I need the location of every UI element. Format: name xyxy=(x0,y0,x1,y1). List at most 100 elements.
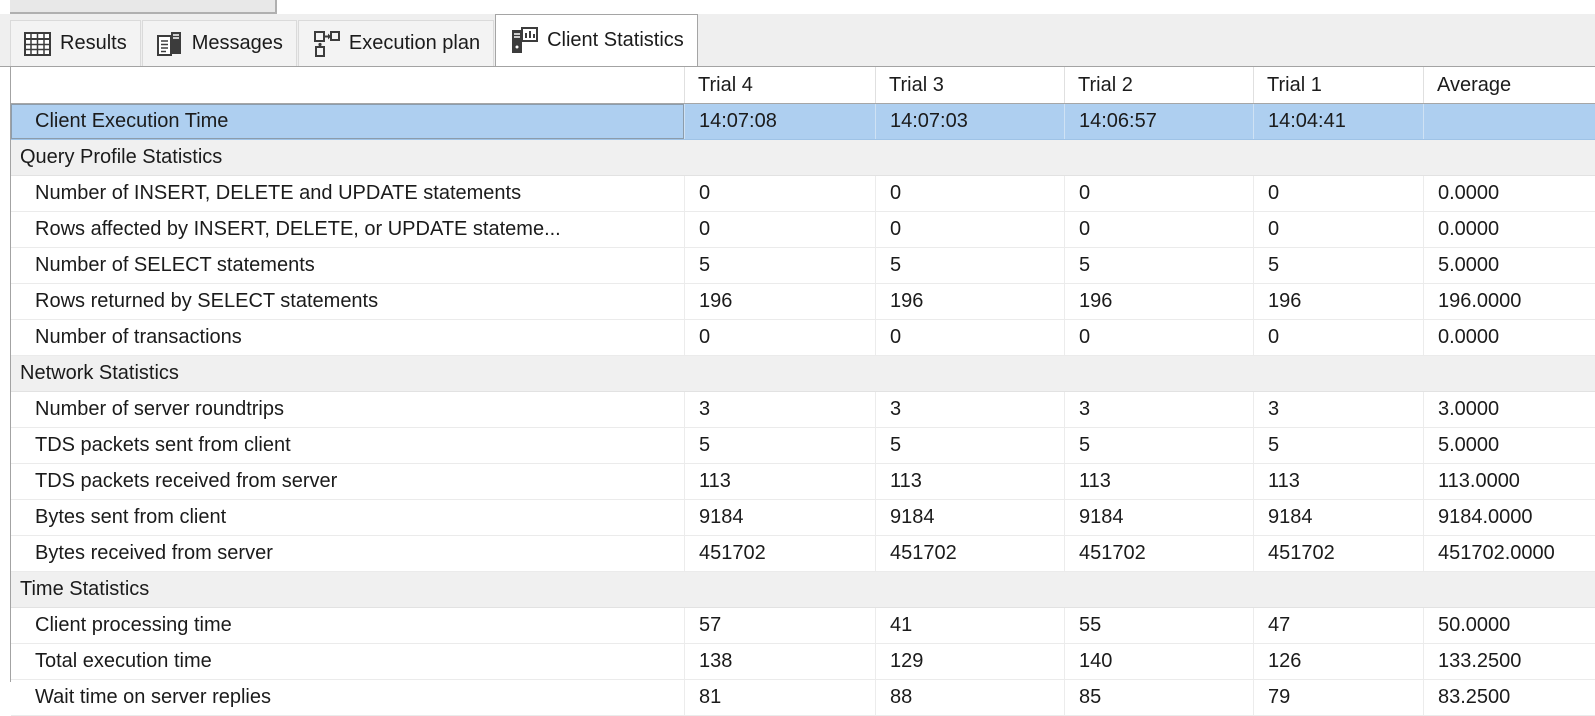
cell-value-text: 0 xyxy=(1079,182,1091,204)
cell-value-text: 3 xyxy=(1079,398,1091,420)
cell-value-text: 0 xyxy=(890,326,902,348)
trend-same-icon: → xyxy=(1254,509,1255,527)
client-statistics-grid: Trial 4 Trial 3 Trial 2 Trial 1 Average … xyxy=(0,66,1595,716)
cell-value-text: 0.0000 xyxy=(1438,182,1500,204)
cell-value-text: 451702 xyxy=(1079,542,1146,564)
trend-same-icon: → xyxy=(1065,509,1066,527)
table-row[interactable]: Rows returned by SELECT statements 196 → 19… xyxy=(11,284,1595,320)
value-cell: 138 xyxy=(684,644,875,679)
value-cell: → 9184 xyxy=(1253,500,1423,535)
tab-messages[interactable]: Messages xyxy=(141,20,297,66)
trend-same-icon: → xyxy=(1424,401,1425,419)
trend-same-icon: → xyxy=(1424,545,1425,563)
trend-same-icon: → xyxy=(876,545,877,563)
trend-same-icon: → xyxy=(876,401,877,419)
cell-value-text: 9184 xyxy=(1079,506,1124,528)
value-cell: →0 xyxy=(875,212,1064,247)
trend-same-icon: → xyxy=(1424,293,1425,311)
section-row[interactable]: Query Profile Statistics xyxy=(11,140,1595,176)
value-cell: →0 xyxy=(1253,320,1423,355)
value-cell: →0 xyxy=(1064,212,1253,247)
row-label: TDS packets sent from client xyxy=(35,434,291,456)
trend-same-icon: → xyxy=(1424,257,1425,275)
row-label: Query Profile Statistics xyxy=(20,146,223,168)
table-row[interactable]: TDS packets received from server 113→113 →… xyxy=(11,464,1595,500)
column-header-trial-1: Trial 1 xyxy=(1253,67,1423,103)
value-cell: →5 xyxy=(1253,248,1423,283)
value-cell: → 83.2500 xyxy=(1423,680,1595,715)
table-row[interactable]: Number of INSERT, DELETE and UPDATE stat… xyxy=(11,176,1595,212)
table-row[interactable]: Bytes sent from client 9184 → 9184 → 9184 → 918… xyxy=(11,500,1595,536)
value-cell: → 50.0000 xyxy=(1423,608,1595,643)
trend-same-icon: → xyxy=(1424,329,1425,347)
grid-body: Client Execution Time 14:07:08 14:07:03 14:… xyxy=(11,104,1595,716)
cell-value-text: 14:04:41 xyxy=(1268,110,1346,132)
cell-value-text: 0 xyxy=(1268,218,1280,240)
value-cell: → 0.0000 xyxy=(1423,320,1595,355)
tab-results[interactable]: Results xyxy=(10,20,141,66)
tab-label: Client Statistics xyxy=(547,29,684,51)
column-header-average: Average xyxy=(1423,67,1595,103)
row-label: TDS packets received from server xyxy=(35,470,338,492)
trend-same-icon: → xyxy=(1065,221,1066,239)
value-cell: 14:04:41 xyxy=(1253,104,1423,139)
table-row[interactable]: Number of SELECT statements5→5→5→5→5.000… xyxy=(11,248,1595,284)
value-cell: 0 xyxy=(684,320,875,355)
value-cell: →0 xyxy=(1253,212,1423,247)
table-row[interactable]: Client processing time 57 ↑41↓55↑47→ 50.000… xyxy=(11,608,1595,644)
cell-value-text: 0 xyxy=(699,182,711,204)
table-row[interactable]: TDS packets sent from client5→5→5→5→5.00… xyxy=(11,428,1595,464)
row-label: Total execution time xyxy=(35,650,212,672)
cell-value-text: 9184 xyxy=(1268,506,1313,528)
value-cell: → 196.0000 xyxy=(1423,284,1595,319)
column-header-blank xyxy=(11,67,684,103)
value-cell: →0 xyxy=(1253,176,1423,211)
section-row[interactable]: Time Statistics xyxy=(11,572,1595,608)
value-cell: →5 xyxy=(1253,428,1423,463)
value-cell: → 3.0000 xyxy=(1423,392,1595,427)
trend-same-icon: → xyxy=(1424,185,1425,203)
value-cell: → 9184.0000 xyxy=(1423,500,1595,535)
column-header-trial-3: Trial 3 xyxy=(875,67,1064,103)
tab-execution-plan[interactable]: Execution plan xyxy=(297,20,495,66)
value-cell: → 196 xyxy=(875,284,1064,319)
table-row[interactable]: Rows affected by INSERT, DELETE, or UPDA… xyxy=(11,212,1595,248)
cell-value-text: 14:07:03 xyxy=(890,110,968,132)
table-row[interactable]: Number of server roundtrips3→3→3→3→3.000… xyxy=(11,392,1595,428)
trend-same-icon: → xyxy=(1254,473,1255,491)
section-row[interactable]: Network Statistics xyxy=(11,356,1595,392)
cell-value-text: 196 xyxy=(1268,290,1302,312)
row-label: Bytes sent from client xyxy=(35,506,227,528)
table-row[interactable]: Bytes received from server451702→451702→… xyxy=(11,536,1595,572)
row-label: Wait time on server replies xyxy=(35,686,271,708)
trend-same-icon: → xyxy=(1065,257,1066,275)
cell-value-text: 196.0000 xyxy=(1438,290,1522,312)
cell-value-text: 113.0000 xyxy=(1438,470,1520,492)
cell-value-text: 3.0000 xyxy=(1438,398,1500,420)
cell-value-text: 5 xyxy=(890,434,902,456)
value-cell: → 113 xyxy=(875,464,1064,499)
trend-same-icon: → xyxy=(1254,221,1255,239)
grid-header-row: Trial 4 Trial 3 Trial 2 Trial 1 Average xyxy=(11,67,1595,104)
trend-same-icon: → xyxy=(876,221,877,239)
cell-value-text: 3 xyxy=(1268,398,1280,420)
value-cell: → 451702.0000 xyxy=(1423,536,1595,571)
cell-value-text: 451702.0000 xyxy=(1438,542,1555,564)
table-row[interactable]: Total execution time 138 ↑129↓140↑126→ 133.… xyxy=(11,644,1595,680)
value-cell: 113 xyxy=(684,464,875,499)
cell-value-text: 0 xyxy=(1268,182,1280,204)
value-cell: →0 xyxy=(875,320,1064,355)
value-cell: ↑85 xyxy=(1064,680,1253,715)
value-cell: →3 xyxy=(1253,392,1423,427)
cell-value-text: 0.0000 xyxy=(1438,326,1500,348)
trend-same-icon: → xyxy=(876,509,877,527)
row-label: Number of SELECT statements xyxy=(35,254,315,276)
cell-value-text: 57 xyxy=(699,614,722,636)
cell-value-text: 5 xyxy=(1079,434,1091,456)
table-row[interactable]: Client Execution Time 14:07:08 14:07:03 14:… xyxy=(11,104,1595,140)
table-row[interactable]: Wait time on server replies 81 ↓88↑85↑79→ 8… xyxy=(11,680,1595,716)
cell-value-text: 129 xyxy=(890,650,924,672)
trend-same-icon: → xyxy=(1424,221,1425,239)
tab-client-statistics[interactable]: Client Statistics xyxy=(495,14,698,66)
